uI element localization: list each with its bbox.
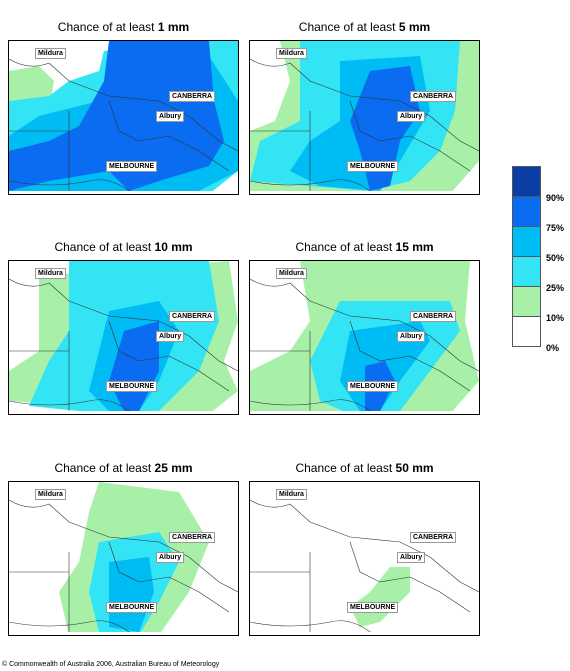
title-prefix: Chance of at least [54,461,155,475]
label-canberra: CANBERRA [169,91,216,102]
legend-swatch-75 [512,196,541,226]
label-albury: Albury [156,331,185,342]
legend-label-10: 10% [546,313,565,323]
label-melbourne: MELBOURNE [106,602,158,613]
title-amount: 10 mm [154,240,193,254]
label-albury: Albury [397,331,426,342]
map-50mm: Mildura CANBERRA Albury MELBOURNE [249,481,480,636]
panel-title: Chance of at least 10 mm [8,240,239,254]
title-amount: 5 mm [398,20,431,34]
legend-swatch-25 [512,256,541,286]
legend-label-0: 0% [546,343,560,353]
label-canberra: CANBERRA [410,532,457,543]
map-1mm: Mildura CANBERRA Albury MELBOURNE [8,40,239,195]
label-albury: Albury [156,111,185,122]
title-amount: 1 mm [157,20,190,34]
label-albury: Albury [397,552,426,563]
legend [512,166,541,347]
panel-title: Chance of at least 5 mm [249,20,480,34]
label-mildura: Mildura [35,489,66,500]
title-prefix: Chance of at least [295,240,396,254]
label-melbourne: MELBOURNE [347,381,399,392]
map-25mm: Mildura CANBERRA Albury MELBOURNE [8,481,239,636]
title-prefix: Chance of at least [298,20,399,34]
map-5mm: Mildura CANBERRA Albury MELBOURNE [249,40,480,195]
label-melbourne: MELBOURNE [106,161,158,172]
label-albury: Albury [156,552,185,563]
panel-title: Chance of at least 1 mm [8,20,239,34]
legend-swatch-90 [512,166,541,196]
legend-label-50: 50% [546,253,565,263]
title-prefix: Chance of at least [54,240,155,254]
label-mildura: Mildura [35,48,66,59]
map-15mm: Mildura CANBERRA Albury MELBOURNE [249,260,480,415]
title-amount: 25 mm [154,461,193,475]
legend-label-25: 25% [546,283,565,293]
label-mildura: Mildura [276,268,307,279]
map-10mm: Mildura CANBERRA Albury MELBOURNE [8,260,239,415]
label-melbourne: MELBOURNE [347,602,399,613]
panel-title: Chance of at least 50 mm [249,461,480,475]
label-canberra: CANBERRA [169,311,216,322]
title-prefix: Chance of at least [295,461,396,475]
label-melbourne: MELBOURNE [347,161,399,172]
legend-label-90: 90% [546,193,565,203]
legend-swatch-0 [512,316,541,347]
title-prefix: Chance of at least [57,20,158,34]
label-canberra: CANBERRA [410,91,457,102]
copyright-text: © Commonwealth of Australia 2006, Austra… [2,661,220,668]
label-canberra: CANBERRA [410,311,457,322]
title-amount: 50 mm [395,461,434,475]
label-mildura: Mildura [276,489,307,500]
label-mildura: Mildura [35,268,66,279]
panel-title: Chance of at least 25 mm [8,461,239,475]
title-amount: 15 mm [395,240,434,254]
label-albury: Albury [397,111,426,122]
legend-swatch-50 [512,226,541,256]
legend-swatch-10 [512,286,541,316]
label-melbourne: MELBOURNE [106,381,158,392]
legend-label-75: 75% [546,223,565,233]
panel-title: Chance of at least 15 mm [249,240,480,254]
label-canberra: CANBERRA [169,532,216,543]
label-mildura: Mildura [276,48,307,59]
